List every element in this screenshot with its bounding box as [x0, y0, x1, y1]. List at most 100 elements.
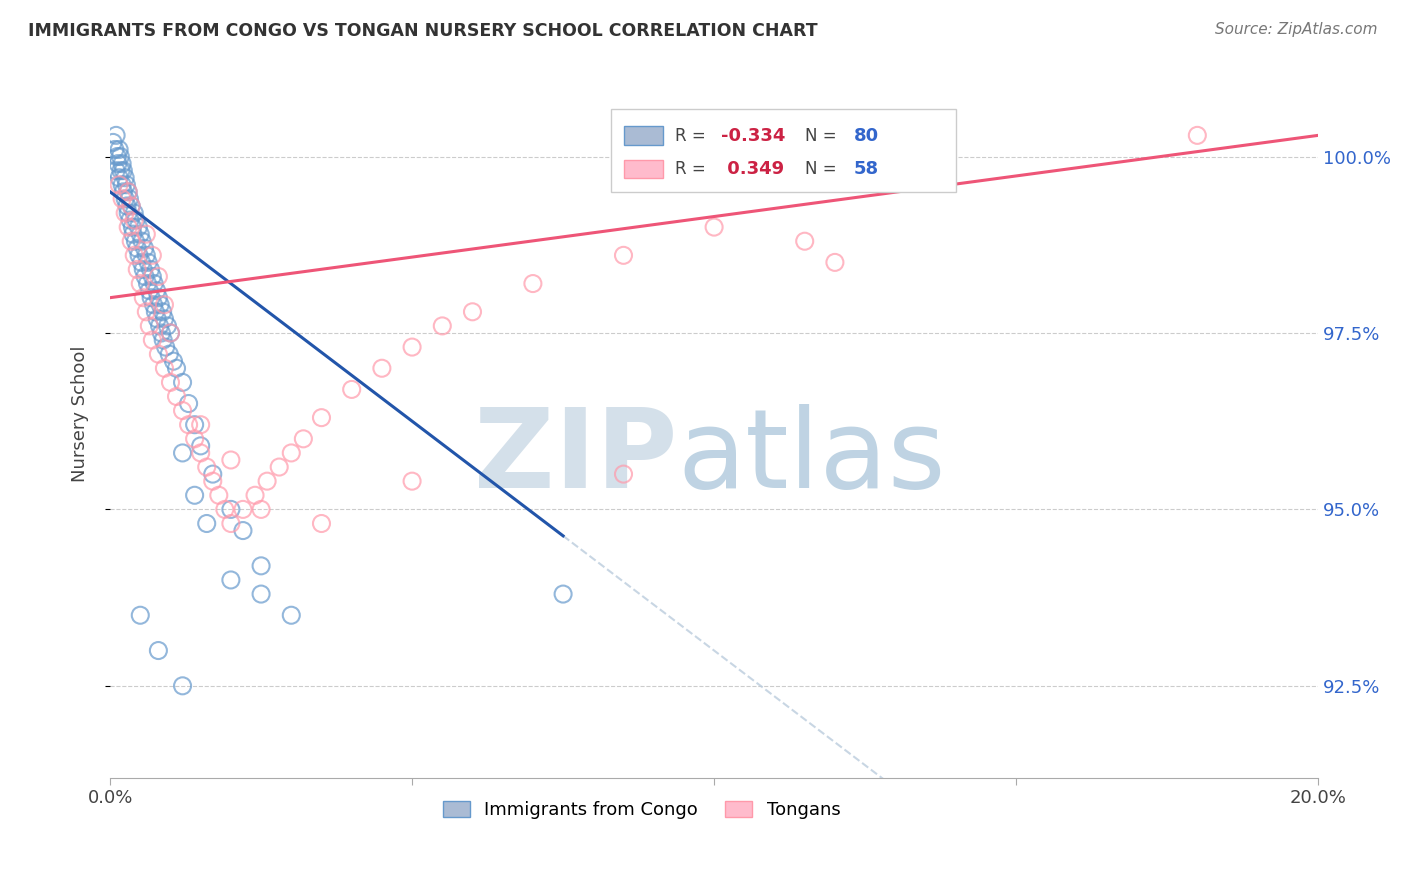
Point — [107, 156, 129, 170]
Point — [105, 149, 128, 163]
Point — [250, 587, 273, 601]
Point — [112, 163, 135, 178]
Point — [134, 241, 156, 255]
Point — [104, 143, 127, 157]
Point — [703, 220, 725, 235]
Text: N =: N = — [806, 127, 842, 145]
Point — [159, 326, 181, 340]
Point — [183, 432, 205, 446]
Point — [135, 248, 157, 262]
Point — [280, 446, 302, 460]
Point — [219, 453, 242, 467]
Text: 58: 58 — [853, 160, 879, 178]
Point — [152, 305, 174, 319]
Point — [432, 318, 454, 333]
Point — [162, 354, 184, 368]
Point — [131, 255, 153, 269]
Point — [250, 502, 273, 516]
FancyBboxPatch shape — [623, 160, 662, 178]
Point — [120, 234, 142, 248]
Point — [214, 502, 236, 516]
Point — [101, 136, 124, 150]
Point — [141, 248, 163, 262]
Point — [114, 170, 136, 185]
Point — [111, 156, 134, 170]
Point — [114, 206, 136, 220]
Point — [612, 467, 634, 482]
Point — [157, 347, 180, 361]
Point — [201, 474, 224, 488]
Point — [612, 248, 634, 262]
Point — [117, 185, 139, 199]
FancyBboxPatch shape — [612, 109, 956, 193]
Point — [172, 376, 194, 390]
Point — [115, 199, 138, 213]
Point — [148, 643, 170, 657]
Point — [131, 234, 153, 248]
Point — [134, 269, 156, 284]
Point — [155, 340, 177, 354]
Point — [824, 255, 846, 269]
Text: N =: N = — [806, 160, 842, 178]
Point — [232, 502, 254, 516]
Point — [117, 185, 139, 199]
Point — [153, 298, 176, 312]
Point — [232, 524, 254, 538]
Point — [219, 573, 242, 587]
Point — [141, 269, 163, 284]
Point — [139, 262, 162, 277]
Point — [156, 318, 179, 333]
Point — [153, 311, 176, 326]
Point — [120, 199, 142, 213]
Point — [292, 432, 315, 446]
Point — [108, 143, 131, 157]
Text: Source: ZipAtlas.com: Source: ZipAtlas.com — [1215, 22, 1378, 37]
Text: 0.349: 0.349 — [721, 160, 785, 178]
Point — [129, 277, 152, 291]
Point — [135, 227, 157, 242]
Text: atlas: atlas — [678, 404, 946, 511]
Point — [177, 417, 200, 432]
Point — [150, 326, 173, 340]
Point — [136, 277, 159, 291]
Point — [793, 234, 815, 248]
Text: 80: 80 — [853, 127, 879, 145]
Point — [371, 361, 394, 376]
Point — [114, 192, 136, 206]
Point — [256, 474, 278, 488]
Point — [124, 234, 146, 248]
Point — [172, 446, 194, 460]
Point — [172, 403, 194, 417]
Point — [146, 311, 169, 326]
Legend: Immigrants from Congo, Tongans: Immigrants from Congo, Tongans — [436, 794, 848, 827]
Point — [311, 516, 333, 531]
Point — [136, 255, 159, 269]
Point — [129, 608, 152, 623]
Point — [142, 298, 165, 312]
Point — [141, 333, 163, 347]
Y-axis label: Nursery School: Nursery School — [72, 346, 89, 483]
Point — [148, 269, 170, 284]
Point — [195, 460, 218, 475]
Point — [190, 439, 212, 453]
Point — [122, 248, 145, 262]
Point — [138, 284, 160, 298]
Point — [208, 488, 231, 502]
Text: R =: R = — [675, 127, 711, 145]
Point — [172, 679, 194, 693]
Point — [117, 220, 139, 235]
Point — [111, 178, 134, 192]
Point — [138, 318, 160, 333]
Point — [105, 163, 128, 178]
Point — [250, 558, 273, 573]
Point — [311, 410, 333, 425]
Point — [148, 347, 170, 361]
Point — [159, 326, 181, 340]
FancyBboxPatch shape — [623, 126, 662, 145]
Point — [135, 305, 157, 319]
Point — [118, 192, 141, 206]
Point — [219, 516, 242, 531]
Point — [117, 206, 139, 220]
Point — [122, 227, 145, 242]
Point — [153, 361, 176, 376]
